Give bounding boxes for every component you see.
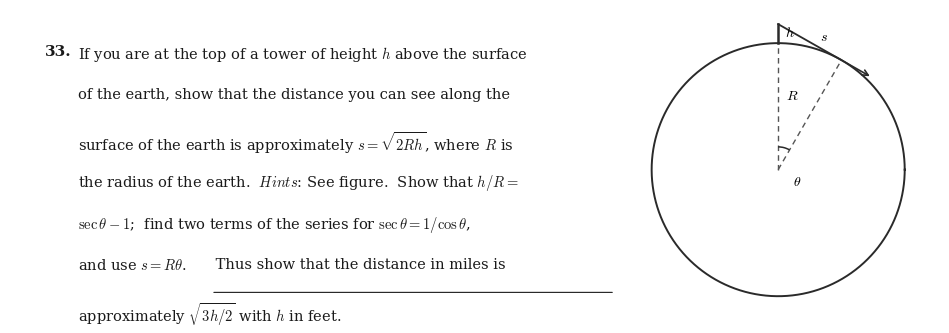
Text: and use $s = R\theta$.: and use $s = R\theta$.	[78, 258, 189, 273]
Text: approximately $\sqrt{3h/2}$ with $h$ in feet.: approximately $\sqrt{3h/2}$ with $h$ in …	[78, 301, 342, 328]
Text: $R$: $R$	[786, 89, 798, 103]
Text: of the earth, show that the distance you can see along the: of the earth, show that the distance you…	[78, 88, 511, 102]
Text: Thus show that the distance in miles is: Thus show that the distance in miles is	[211, 258, 506, 272]
Text: $s$: $s$	[820, 30, 828, 44]
Text: surface of the earth is approximately $s = \sqrt{2Rh}$, where $R$ is: surface of the earth is approximately $s…	[78, 130, 513, 156]
Text: $h$: $h$	[785, 26, 794, 40]
Text: the radius of the earth.  $\mathit{Hints}$: See figure.  Show that $h/R =$: the radius of the earth. $\mathit{Hints}…	[78, 173, 519, 193]
Text: 33.: 33.	[46, 45, 72, 59]
Text: $\sec\theta - 1$;  find two terms of the series for $\sec\theta = 1/\cos\theta$,: $\sec\theta - 1$; find two terms of the …	[78, 215, 472, 235]
Text: $\theta$: $\theta$	[793, 175, 802, 189]
Text: If you are at the top of a tower of height $h$ above the surface: If you are at the top of a tower of heig…	[78, 45, 528, 64]
